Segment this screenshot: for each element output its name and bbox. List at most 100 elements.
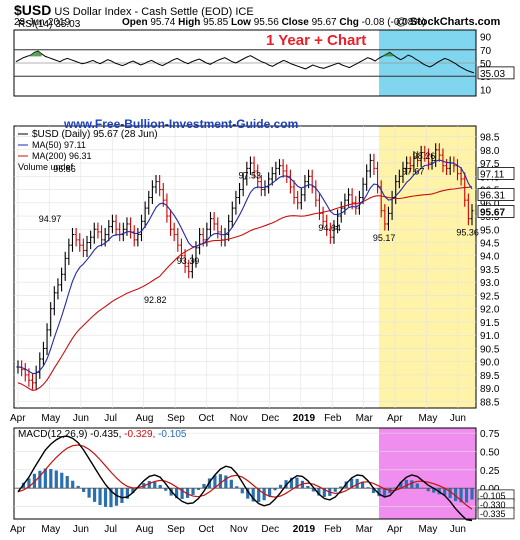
- macd-histogram-bar: [246, 488, 250, 499]
- macd-histogram-bar: [147, 481, 151, 489]
- macd-x-label: Nov: [230, 524, 248, 535]
- price-tick-label: 98.0: [480, 146, 500, 157]
- price-x-label: Jul: [104, 413, 117, 424]
- price-tick-label: 96.0: [480, 199, 500, 210]
- open-label: Open: [122, 17, 148, 28]
- website-watermark: www.Free-Bullion-Investment-Guide.com: [63, 117, 298, 131]
- price-annotation: 93.39: [177, 256, 200, 266]
- macd-x-label: Mar: [356, 524, 374, 535]
- price-annotation: 94.64: [318, 223, 341, 233]
- price-value-label: 95.67: [480, 208, 505, 219]
- macd-x-label: Oct: [199, 524, 215, 535]
- price-tick-label: 93.0: [480, 278, 500, 289]
- macd-histogram-bar: [235, 486, 239, 489]
- macd-histogram-bar: [49, 469, 53, 489]
- macd-histogram-bar: [153, 481, 157, 489]
- macd-histogram-bar: [54, 470, 58, 489]
- macd-histogram-bar: [432, 488, 436, 493]
- macd-histogram-bar: [366, 487, 370, 489]
- macd-histogram-bar: [87, 488, 91, 498]
- macd-value-label: -0.105: [480, 491, 506, 501]
- rsi-tick-label: 50: [480, 59, 492, 70]
- symbol: $USD: [14, 2, 52, 18]
- rsi-overbought-fill: [389, 52, 394, 57]
- macd-histogram-bar: [114, 488, 119, 506]
- price-x-label: Feb: [324, 413, 342, 424]
- macd-histogram-bar: [306, 485, 310, 489]
- macd-histogram-bar: [355, 478, 359, 489]
- macd-x-label: Jun: [73, 524, 89, 535]
- price-annotation: 97.67: [402, 167, 425, 177]
- price-value-tag: [477, 188, 515, 201]
- macd-x-label: Feb: [324, 524, 342, 535]
- price-tick-label: 91.0: [480, 331, 500, 342]
- macd-histogram-bar: [377, 488, 381, 497]
- macd-histogram-bar: [300, 480, 305, 489]
- chg-label: Chg: [339, 17, 359, 28]
- macd-histogram-bar: [317, 488, 321, 496]
- macd-tick-label: 0.50: [480, 447, 500, 458]
- price-x-label: Sep: [167, 413, 185, 424]
- macd-histogram-bar: [361, 481, 365, 489]
- macd-histogram-bar: [180, 488, 184, 499]
- price-tick-label: 92.5: [480, 291, 500, 302]
- price-value-label: 96.31: [480, 191, 505, 202]
- price-x-label: Jun: [73, 413, 89, 424]
- price-x-label: Mar: [356, 413, 374, 424]
- macd-histogram-bar: [443, 488, 447, 496]
- macd-histogram-bar: [92, 488, 97, 502]
- price-annotation: 96.86: [53, 164, 76, 174]
- instrument-name: US Dollar Index - Cash Settle (EOD): [54, 6, 233, 18]
- rsi-line: [15, 50, 475, 74]
- price-tick-label: 90.5: [480, 344, 500, 355]
- rsi-tick-label: 10: [480, 85, 492, 96]
- macd-histogram-bar: [27, 478, 31, 489]
- macd-histogram-bar: [448, 488, 452, 499]
- macd-x-label: 2019: [293, 524, 316, 535]
- price-tick-label: 91.5: [480, 318, 500, 329]
- price-tick-label: 88.5: [480, 397, 500, 408]
- macd-histogram-bar: [38, 470, 42, 489]
- price-annotation: 97.53: [238, 170, 261, 180]
- macd-histogram-bar: [60, 472, 64, 489]
- macd-histogram-bar: [410, 480, 414, 489]
- macd-histogram-bar: [415, 483, 419, 489]
- macd-value-tag: [477, 507, 515, 520]
- low-value: 95.56: [253, 17, 279, 28]
- price-tick-label: 98.5: [480, 133, 500, 144]
- macd-histogram-bar: [158, 484, 162, 489]
- macd-tick-label: 0.25: [480, 466, 500, 477]
- macd-histogram-bar: [175, 488, 179, 499]
- rsi-overbought-fill: [30, 52, 35, 57]
- macd-histogram-bar: [164, 488, 168, 491]
- ma200-line: [17, 186, 473, 391]
- macd-histogram-bar: [470, 488, 474, 500]
- quote-line: Open 95.74 High 95.85 Low 95.56 Close 95…: [122, 17, 426, 28]
- close-label: Close: [281, 17, 309, 28]
- macd-tick-label: 0.75: [480, 429, 500, 440]
- macd-histogram-bar: [399, 482, 403, 489]
- macd-histogram-bar: [426, 488, 430, 492]
- price-x-label: Apr: [10, 413, 26, 424]
- macd-histogram-bar: [339, 486, 343, 489]
- macd-x-label: May: [41, 524, 60, 535]
- macd-legend: MACD(12,26,9) -0.435, -0.329, -0.105: [18, 429, 187, 440]
- macd-histogram-bar: [464, 488, 469, 503]
- exchange: ICE: [235, 6, 254, 18]
- rsi-overbought-fill: [246, 55, 251, 57]
- price-x-label: 2019: [293, 413, 316, 424]
- macd-histogram-bar: [289, 477, 294, 489]
- macd-histogram-bar: [295, 477, 299, 489]
- macd-x-label: Aug: [136, 524, 154, 535]
- price-tick-label: 89.5: [480, 371, 500, 382]
- macd-histogram-bar: [382, 488, 387, 497]
- macd-x-label: Dec: [261, 524, 279, 535]
- price-tick-label: 89.0: [480, 384, 500, 395]
- price-tick-label: 90.0: [480, 358, 500, 369]
- macd-histogram-bar: [82, 488, 86, 492]
- price-annotation: 94.97: [39, 214, 62, 224]
- rsi-legend: RSI(14) 35.03: [18, 19, 81, 30]
- price-tick-label: 95.0: [480, 225, 500, 236]
- chg-value: -0.08 (-0.08%): [361, 17, 426, 28]
